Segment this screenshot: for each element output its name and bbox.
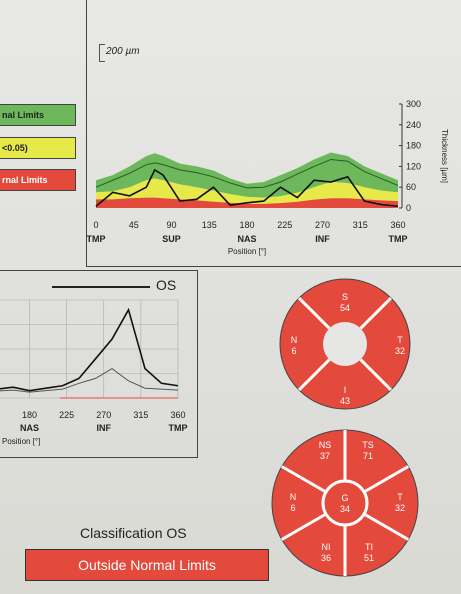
y-tick-label: 60: [406, 182, 416, 192]
sector6-ti-value: 51: [364, 553, 374, 563]
x-region-label: NAS: [237, 234, 256, 244]
band-borderline: [96, 178, 398, 204]
sector4-divider: [359, 296, 393, 330]
sector6-t-label: T: [397, 492, 403, 502]
sector4-divider: [297, 296, 331, 330]
chart-frame-left: [86, 0, 87, 266]
x-tick-label: 270: [315, 220, 330, 230]
x-region-label: TMP: [389, 234, 408, 244]
band-outside-normal: [96, 197, 398, 208]
os-chart-box: [0, 270, 198, 458]
legend-borderline: <0.05): [0, 137, 76, 159]
sector6-ns-value: 37: [320, 451, 330, 461]
os-x-tick-label: 225: [59, 410, 74, 420]
y-tick-label: 120: [406, 161, 421, 171]
sector6-divider: [363, 512, 409, 541]
sector4-divider: [359, 358, 393, 392]
sector4-center: [323, 322, 367, 366]
sector6-divider: [281, 512, 327, 541]
sector6-divider: [363, 465, 409, 494]
sector4-t-label: T: [397, 335, 403, 345]
os-series-secondary: [0, 368, 179, 393]
y-tick-label: 240: [406, 120, 421, 130]
os-chart-title: OS: [156, 277, 177, 293]
sector6-ni-label: NI: [322, 542, 331, 552]
sector6-ns-label: NS: [319, 440, 332, 450]
y-axis-label: Thickness [µm]: [440, 129, 449, 183]
os-x-tick-label: 315: [133, 410, 148, 420]
sector4-s-value: 54: [340, 303, 350, 313]
os-x-tick-label: 360: [170, 410, 185, 420]
os-legend-line: [52, 286, 150, 288]
scale-label: 200 µm: [106, 46, 140, 57]
sector6-divider: [281, 465, 327, 494]
sector6-g-label: G: [341, 493, 348, 503]
legend-outside-normal: rnal Limits: [0, 169, 76, 191]
sector6-ti-label: TI: [365, 542, 373, 552]
os-series-primary: [0, 307, 179, 392]
x-tick-label: 45: [129, 220, 139, 230]
series-patient: [95, 168, 399, 208]
y-tick-label: 180: [406, 141, 421, 151]
legend-within-normal: nal Limits: [0, 104, 76, 126]
y-tick-label: 0: [406, 203, 411, 213]
scale-bar: [99, 44, 105, 62]
sector4-n-value: 6: [291, 346, 296, 356]
os-x-region-label: INF: [97, 423, 112, 433]
sector4-i-value: 43: [340, 396, 350, 406]
band-within-normal: [96, 152, 398, 198]
x-tick-label: 90: [166, 220, 176, 230]
classification-result: Outside Normal Limits: [25, 549, 269, 581]
x-tick-label: 315: [353, 220, 368, 230]
sector4-s-label: S: [342, 292, 348, 302]
os-x-region-label: NAS: [20, 423, 39, 433]
x-tick-label: 0: [93, 220, 98, 230]
sector6-t-value: 32: [395, 503, 405, 513]
sector4-t-value: 32: [395, 346, 405, 356]
y-tick-label: 300: [406, 99, 421, 109]
series-normative-mean: [95, 158, 399, 189]
sector4-divider: [297, 358, 331, 392]
os-x-axis-label: Position [°]: [2, 437, 40, 446]
sector6-ni-value: 36: [321, 553, 331, 563]
x-region-label: INF: [315, 234, 330, 244]
os-x-tick-label: 270: [96, 410, 111, 420]
sector4-i-label: I: [344, 385, 347, 395]
x-tick-label: 135: [202, 220, 217, 230]
os-x-region-label: TMP: [169, 423, 188, 433]
sector6-ts-label: TS: [362, 440, 374, 450]
x-tick-label: 225: [277, 220, 292, 230]
os-x-tick-label: 180: [22, 410, 37, 420]
x-tick-label: 180: [239, 220, 254, 230]
classification-title: Classification OS: [80, 525, 187, 541]
sector6-n-label: N: [290, 492, 297, 502]
sector6-n-value: 6: [290, 503, 295, 513]
x-region-label: SUP: [162, 234, 181, 244]
x-region-label: TMP: [87, 234, 106, 244]
sector4-n-label: N: [291, 335, 298, 345]
sector6-center: [321, 479, 369, 527]
sector6-ts-value: 71: [363, 451, 373, 461]
x-axis-label: Position [°]: [228, 247, 266, 256]
chart-frame-bottom: [86, 266, 461, 267]
sector6-g-value: 34: [340, 504, 350, 514]
x-tick-label: 360: [390, 220, 405, 230]
